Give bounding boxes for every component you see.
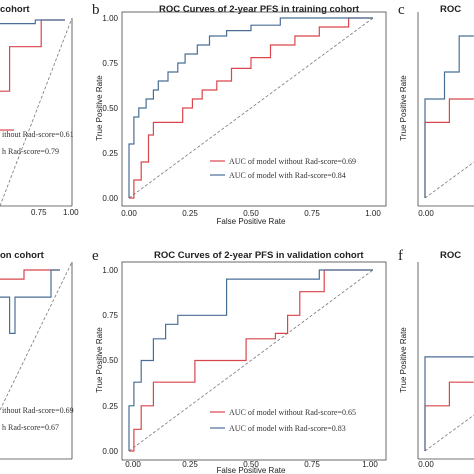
panel-b-xtick-100: 1.00 (365, 209, 381, 218)
panel-e-legend-without: AUC of model without Rad-score=0.65 (229, 408, 356, 417)
panel-f-roc-curve-with (424, 356, 474, 451)
panel-e-xtick-075: 0.75 (304, 460, 320, 469)
panel-f-ylabel: True Positive Rate (399, 327, 408, 393)
panel-d-roc-curve-with (0, 269, 60, 334)
panel-e-roc-curve-with (128, 269, 373, 451)
panel-e-xlabel: False Positive Rate (217, 466, 286, 474)
panel-b-roc-curve-with (128, 17, 373, 198)
panel-d-diagonal (0, 261, 73, 411)
panel-c-roc-curve-with (424, 35, 474, 198)
panel-c-roc-curve-without (424, 98, 474, 198)
panel-c-series (424, 35, 474, 198)
panel-b-roc-curve-without (129, 17, 373, 199)
panel-c-ylabel: True Positive Rate (399, 75, 408, 141)
panel-c-diagonal (424, 161, 474, 199)
panel-f-series (424, 356, 474, 451)
panel-e-frame (121, 261, 387, 461)
panel-e-xtick-000: 0.00 (125, 460, 141, 469)
panel-a-xtick-100: 1.00 (63, 208, 79, 217)
panel-e-ytick-050: 0.50 (102, 356, 118, 365)
panel-b-ytick-050: 0.50 (102, 104, 118, 113)
panel-c-letter: c (398, 2, 405, 18)
panel-e-yticks: 0.00 0.25 0.50 0.75 1.00 (102, 266, 118, 456)
panel-f-xtick-000: 0.00 (418, 460, 434, 469)
panel-e-roc-curve-without (129, 269, 373, 452)
panel-b-xtick-000: 0.00 (121, 209, 137, 218)
panel-b-ylabel: True Positive Rate (95, 75, 104, 141)
panel-e-xtick-050: 0.50 (243, 460, 259, 469)
panel-b-ytick-100: 1.00 (102, 14, 118, 23)
panel-f-title: ROC (440, 250, 461, 261)
panel-c-xtick-000: 0.00 (418, 209, 434, 218)
panel-b-yticks: 0.00 0.25 0.50 0.75 1.00 (102, 14, 118, 203)
panel-d-title: on cohort (0, 250, 45, 261)
panel-f: f ROC True Positive Rate 0.00 (398, 248, 474, 469)
panel-a-series (0, 19, 65, 92)
panel-b-frame (121, 11, 387, 207)
panel-e-legend-with: AUC of model with Rad-score=0.83 (229, 424, 346, 433)
panel-b-legend-without: AUC of model without Rad-score=0.69 (229, 157, 356, 166)
panel-e-xticks: 0.00 0.25 0.50 0.75 1.00 (125, 460, 378, 469)
panel-d-roc-curve-without (0, 269, 60, 280)
panel-b-xtick-075: 0.75 (304, 209, 320, 218)
panel-f-letter: f (398, 248, 403, 264)
panel-f-diagonal (424, 414, 474, 452)
panel-e-xtick-025: 0.25 (182, 460, 198, 469)
panel-b-ytick-000: 0.00 (102, 194, 118, 203)
panel-d-legend-with: h Rad-score=0.67 (2, 423, 59, 432)
panel-a-xtick-075: 0.75 (31, 208, 47, 217)
panel-e-xtick-100: 1.00 (362, 460, 378, 469)
panel-b-legend-with: AUC of model with Rad-score=0.84 (229, 171, 346, 180)
panel-a-legend-with: h Rad-score=0.79 (2, 147, 59, 156)
panel-a-diagonal (0, 17, 73, 207)
panel-d-legend-without: ithout Rad-score=0.69 (2, 406, 74, 415)
panel-d: on cohort ithout Rad-score=0.69 h Rad-sc… (0, 250, 74, 460)
panel-b-xtick-050: 0.50 (243, 209, 259, 218)
panel-b-title: ROC Curves of 2-year PFS in training coh… (159, 4, 360, 15)
panel-c-title: ROC (440, 4, 461, 15)
panel-e: e ROC Curves of 2-year PFS in validation… (92, 248, 387, 474)
panel-f-roc-curve-without (424, 381, 474, 451)
panel-e-series (128, 269, 373, 452)
panel-b-xlabel: False Positive Rate (217, 217, 286, 226)
panel-a-roc-curve-without (0, 19, 65, 92)
panel-e-diagonal (128, 269, 374, 452)
panel-e-letter: e (92, 248, 99, 264)
panel-e-ytick-075: 0.75 (102, 311, 118, 320)
panel-b-xtick-025: 0.25 (182, 209, 198, 218)
panel-b-letter: b (92, 2, 100, 18)
panel-b: b ROC Curves of 2-year PFS in training c… (92, 2, 387, 226)
panel-e-ytick-000: 0.00 (102, 447, 118, 456)
panel-e-legend: AUC of model without Rad-score=0.65 AUC … (210, 408, 356, 433)
panel-b-series (128, 17, 373, 199)
panel-c: c ROC True Positive Rate 0.00 (398, 2, 474, 218)
panel-d-series (0, 269, 60, 334)
panel-b-ytick-075: 0.75 (102, 59, 118, 68)
panel-b-ytick-025: 0.25 (102, 149, 118, 158)
panel-b-diagonal (128, 17, 374, 199)
panel-a-roc-curve-with (0, 19, 65, 25)
panel-a-legend-without: ithout Rad-score=0.61 (2, 130, 74, 139)
panel-e-ylabel: True Positive Rate (95, 327, 104, 393)
panel-b-xticks: 0.00 0.25 0.50 0.75 1.00 (121, 209, 381, 218)
panel-a-title: cohort (0, 4, 30, 15)
panel-e-title: ROC Curves of 2-year PFS in validation c… (154, 250, 364, 261)
panel-a: cohort ithout Rad-score=0.61 h Rad-score… (0, 4, 79, 217)
panel-e-ytick-100: 1.00 (102, 266, 118, 275)
panel-b-legend: AUC of model without Rad-score=0.69 AUC … (210, 157, 356, 180)
panel-e-ytick-025: 0.25 (102, 402, 118, 411)
